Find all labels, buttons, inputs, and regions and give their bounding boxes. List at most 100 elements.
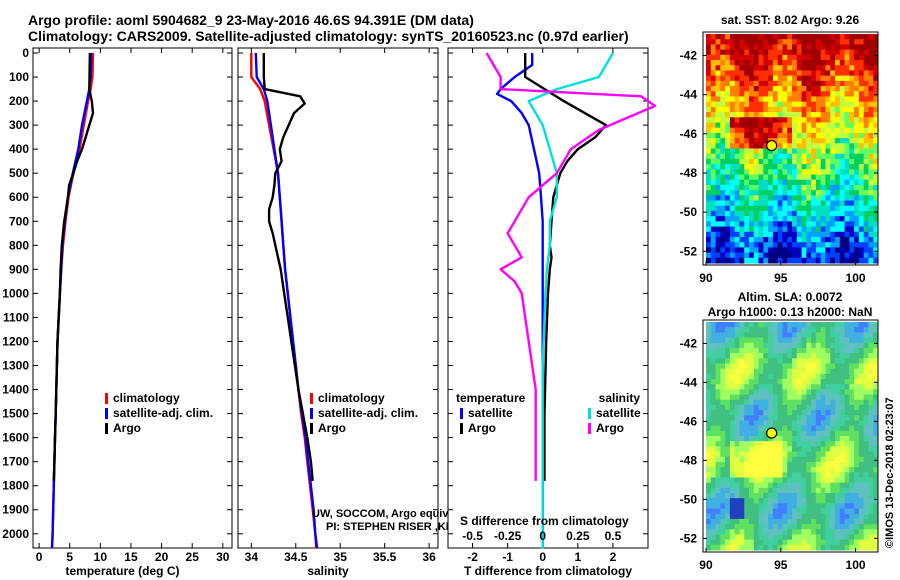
sla-cell: [830, 342, 836, 349]
sst-cell: [729, 86, 736, 92]
sla-cell: [782, 534, 788, 541]
sst-cell: [868, 184, 874, 191]
sst-cell: [839, 70, 846, 77]
sst-cell: [777, 122, 783, 129]
sla-cell: [772, 539, 779, 546]
sla-cell: [753, 513, 760, 520]
sst-cell: [854, 65, 860, 71]
sst-cell: [744, 143, 750, 149]
sla-cell: [863, 493, 869, 499]
sst-cell: [858, 205, 865, 212]
sla-cell: [710, 394, 717, 401]
sla-cell: [839, 425, 846, 432]
sla-cell: [720, 446, 726, 453]
sla-cell: [811, 493, 817, 499]
sla-cell: [806, 394, 812, 401]
xtick-top-label-1: -0.25: [494, 529, 522, 543]
sla-cell: [825, 327, 831, 333]
sst-cell: [705, 54, 712, 61]
sst-cell: [806, 190, 812, 196]
sla-cell: [720, 487, 726, 494]
sst-cell: [820, 236, 826, 243]
ytick-label-900: 900: [9, 262, 29, 276]
sla-cell: [720, 404, 726, 411]
xtick-top-label-2: 0: [539, 529, 546, 543]
sst-cell: [844, 200, 850, 207]
xtick-label-salinity-3: 35.5: [373, 550, 397, 564]
sst-cell: [868, 122, 874, 129]
sst-cell: [863, 44, 869, 51]
sla-cell: [801, 508, 807, 515]
sla-cell: [820, 451, 826, 458]
sla-cell: [844, 368, 850, 375]
sst-cell: [739, 132, 745, 139]
sla-cell: [748, 456, 755, 463]
sst-cell: [820, 60, 826, 66]
legend-label-temperature-0: climatology: [113, 391, 180, 405]
sst-cell: [815, 153, 822, 160]
sla-cell: [825, 410, 831, 416]
sst-cell: [811, 49, 817, 56]
sla-cell: [710, 477, 717, 484]
sst-cell: [734, 44, 740, 51]
sla-cell: [858, 327, 865, 333]
sla-cell: [863, 353, 869, 359]
sla-cell: [873, 544, 879, 551]
sst-cell: [858, 169, 865, 176]
sla-cell: [787, 477, 793, 484]
sst-cell: [777, 86, 783, 92]
sst-cell: [720, 75, 726, 82]
sla-cell: [744, 415, 750, 421]
sla-cell: [720, 503, 726, 510]
sst-cell: [710, 112, 717, 118]
sla-cell: [858, 404, 865, 411]
sst-cell: [744, 70, 750, 77]
sla-cell: [825, 322, 831, 328]
sla-cell: [806, 420, 812, 427]
sla-cell: [710, 389, 717, 396]
sst-cell: [858, 44, 865, 51]
sst-cell: [748, 236, 755, 243]
sla-cell: [854, 513, 860, 520]
sla-cell: [782, 451, 788, 458]
sst-cell: [796, 60, 803, 66]
sst-cell: [720, 80, 726, 87]
sla-cell: [787, 539, 793, 546]
sst-cell: [801, 216, 807, 222]
sla-cell: [815, 404, 822, 411]
sla-cell: [863, 544, 869, 551]
sla-cell: [820, 404, 826, 411]
sla-cell: [744, 327, 750, 333]
sla-cell: [811, 539, 817, 546]
sst-cell: [777, 205, 783, 212]
sla-cell: [748, 524, 755, 530]
sst-cell: [796, 75, 803, 82]
sst-cell: [854, 60, 860, 66]
sst-cell: [844, 60, 850, 66]
sst-cell: [758, 91, 764, 97]
sla-cell: [782, 524, 788, 530]
sla-cell: [815, 498, 822, 504]
sla-cell: [873, 373, 879, 380]
sla-cell: [787, 368, 793, 375]
sla-cell: [768, 415, 774, 421]
sst-cell: [739, 44, 745, 51]
sst-cell: [787, 252, 793, 259]
sla-cell: [729, 493, 736, 499]
sst-cell: [710, 184, 717, 191]
sla-cell: [772, 456, 779, 463]
sst-cell: [710, 226, 717, 233]
sst-cell: [834, 39, 841, 45]
sla-cell: [796, 379, 803, 385]
sla-cell: [858, 399, 865, 406]
sst-cell: [787, 70, 793, 77]
sla-cell: [858, 503, 865, 510]
sst-cell: [748, 112, 755, 118]
sla-cell: [854, 461, 860, 468]
sst-cell: [725, 106, 731, 113]
sst-cell: [758, 257, 764, 264]
sst-cell: [772, 200, 779, 207]
sla-cell: [768, 410, 774, 416]
sst-cell: [734, 112, 740, 118]
sla-cell: [753, 529, 760, 535]
